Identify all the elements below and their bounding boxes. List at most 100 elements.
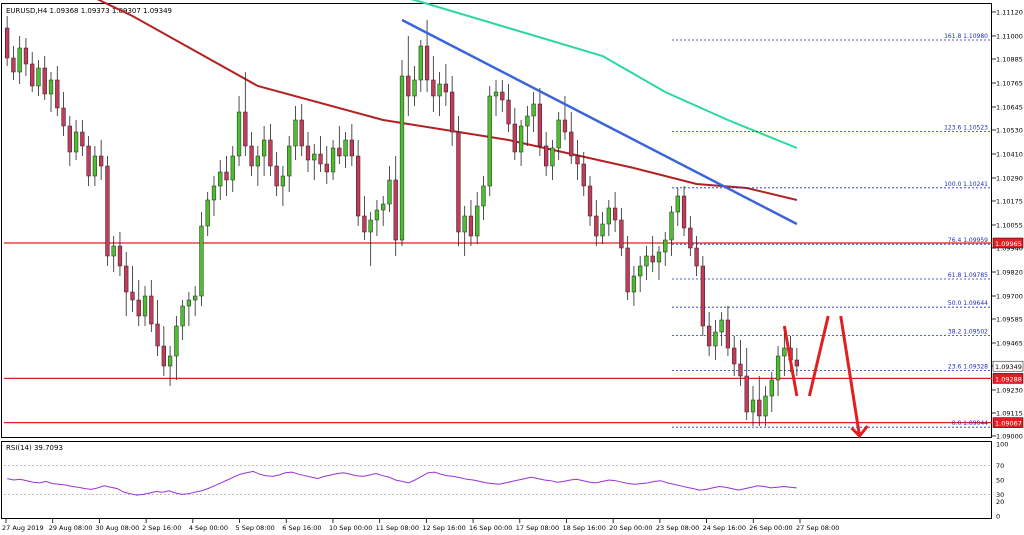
candle-body — [775, 355, 781, 381]
candle-body — [399, 75, 405, 241]
candle-body — [73, 131, 79, 153]
candle-body — [349, 139, 354, 157]
candle-body — [537, 103, 543, 147]
candle-body — [243, 111, 248, 147]
trend-line — [401, 18, 798, 226]
fib-label-8: 0.0 1.09044 — [952, 420, 988, 427]
candle-body — [111, 245, 116, 257]
candle-body — [475, 205, 480, 237]
candle-body — [763, 395, 768, 417]
candle-body — [625, 247, 630, 293]
fib-label-4: 61.8 1.09785 — [948, 272, 988, 279]
candle-body — [700, 265, 705, 327]
candle-body — [255, 155, 260, 167]
candle-body — [167, 355, 173, 367]
candle-body — [105, 165, 110, 257]
candle-body — [769, 379, 774, 397]
time-axis: 27 Aug 2019 29 Aug 08:00 30 Aug 08:00 2 Sep… — [2, 519, 839, 532]
candle-body — [393, 179, 398, 241]
time-tick-label-5: 5 Sep 08:00 — [236, 524, 275, 532]
candle-body — [782, 347, 787, 357]
price-tag-label-2: 1.09288 — [995, 375, 1022, 383]
candle-body — [149, 295, 154, 325]
rsi-tick-label-1: 70 — [996, 462, 1004, 470]
price-tick-label-4: 1.10645 — [996, 104, 1023, 112]
price-tick-label-9: 1.10055 — [996, 222, 1023, 230]
candle-body — [424, 45, 430, 81]
main-panel-frame — [1, 3, 992, 438]
candle-body — [619, 219, 624, 249]
candle-body — [387, 179, 392, 205]
candle-body — [193, 295, 198, 301]
candle-body — [681, 195, 687, 229]
candle-body — [713, 331, 718, 347]
candle-body — [343, 139, 348, 157]
candle-body — [48, 79, 54, 95]
candle-body — [587, 185, 593, 217]
candle-body — [11, 57, 16, 73]
candle-body — [550, 147, 555, 167]
fib-label-1: 123.6 1.10523 — [944, 124, 988, 131]
candle-body — [299, 119, 304, 147]
candle-body — [412, 79, 417, 97]
candle-body — [368, 219, 373, 233]
candle-body — [362, 215, 367, 233]
rsi-tick-label-0: 100 — [996, 441, 1008, 449]
rsi-tick-label-5: 0 — [996, 513, 1000, 521]
price-tag-3 — [992, 417, 1024, 428]
candle-body — [130, 291, 135, 301]
candle-body — [67, 125, 72, 153]
candle-body — [725, 319, 731, 349]
candle-body — [481, 185, 486, 207]
price-tick-label-18: 1.09000 — [996, 433, 1023, 441]
candle-body — [600, 223, 605, 237]
candle-body — [5, 27, 10, 59]
candle-body — [794, 359, 799, 367]
candle-body — [556, 119, 561, 149]
candle-body — [186, 299, 192, 307]
price-tick-label-16: 1.09230 — [996, 387, 1023, 395]
candle-body — [575, 155, 580, 165]
candle-body — [17, 47, 22, 73]
candle-body — [418, 45, 423, 81]
symbol-info: EURUSD,H4 1.09368 1.09373 1.09307 1.0934… — [6, 7, 172, 15]
fib-label-6: 38.2 1.09502 — [948, 329, 988, 336]
candle-body — [80, 131, 85, 147]
candle-body — [518, 125, 524, 153]
candle-body — [450, 91, 455, 133]
candle-body — [493, 91, 499, 97]
rsi-label: RSI(14) 39.7093 — [6, 444, 63, 452]
candle-body — [706, 325, 712, 347]
candle-body — [142, 295, 148, 317]
price-tag-label-0: 1.09965 — [995, 240, 1022, 248]
price-tick-label-3: 1.10765 — [996, 80, 1023, 88]
candle-body — [355, 155, 361, 217]
price-tick-label-10: 1.09940 — [996, 245, 1023, 253]
candle-body — [631, 275, 637, 293]
candle-body — [750, 399, 756, 413]
time-tick-label-4: 4 Sep 00:00 — [189, 524, 228, 532]
rsi-panel-frame — [1, 441, 992, 519]
candle-body — [224, 171, 229, 181]
horizontal-levels — [4, 242, 992, 424]
price-tag-2 — [992, 373, 1024, 384]
candle-body — [688, 227, 693, 249]
candles — [5, 16, 799, 426]
time-tick-label-11: 17 Sep 08:00 — [516, 524, 559, 532]
price-tick-label-14: 1.09465 — [996, 340, 1023, 348]
fib-label-0: 161.8 1.10980 — [944, 33, 988, 40]
candle-body — [443, 83, 449, 93]
candle-body — [456, 131, 461, 233]
ma-line-0 — [96, 0, 798, 201]
fibonacci-levels: 161.8 1.10980 123.6 1.10523 100.0 1.10241 7… — [672, 33, 992, 428]
candle-body — [236, 111, 242, 157]
price-tick-label-0: 1.11120 — [996, 9, 1023, 17]
price-tick-label-1: 1.11000 — [996, 33, 1023, 41]
candle-body — [36, 67, 41, 87]
candle-body — [719, 319, 724, 333]
candle-body — [211, 185, 217, 201]
candle-body — [531, 103, 536, 117]
candle-body — [218, 171, 223, 187]
projection-arrow-2 — [839, 315, 862, 437]
